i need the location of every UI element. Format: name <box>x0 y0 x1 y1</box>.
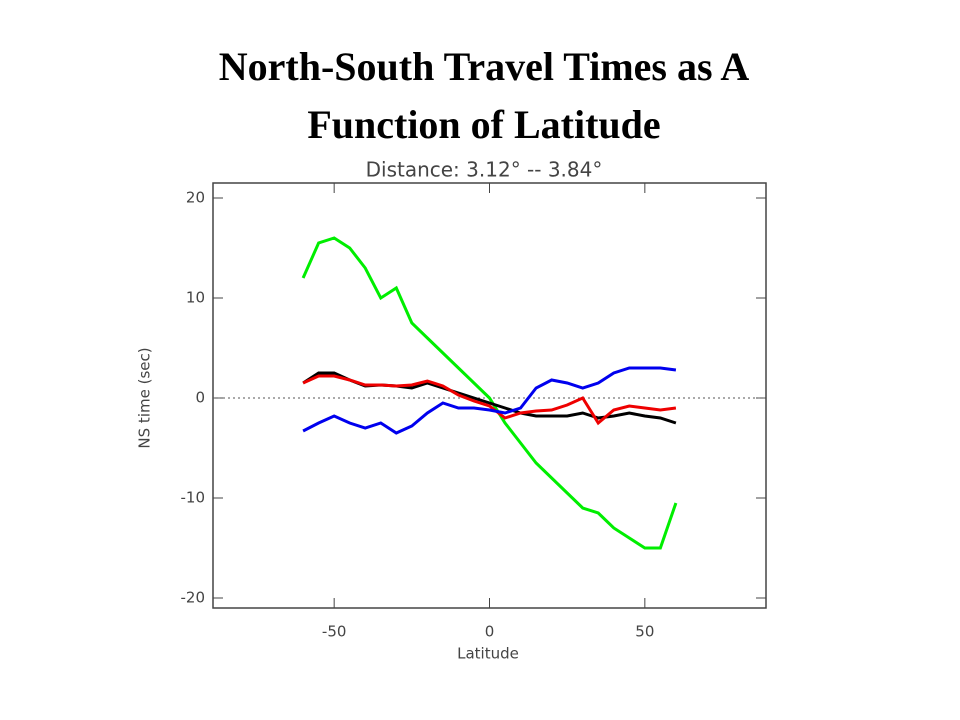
slide-title-line: Function of Latitude <box>307 102 660 147</box>
data-line <box>301 236 678 550</box>
x-tick-label: 0 <box>485 623 495 641</box>
y-tick-label: 20 <box>186 189 205 207</box>
x-tick-label: -50 <box>322 623 347 641</box>
chart-title: Distance: 3.12° -- 3.84° <box>366 158 603 182</box>
y-tick-label: 0 <box>195 389 205 407</box>
y-axis-label: NS time (sec) <box>136 347 154 448</box>
x-tick-label: 50 <box>635 623 654 641</box>
data-line <box>302 366 677 435</box>
slide-title-line: North-South Travel Times as A <box>219 44 750 89</box>
y-tick-label: 10 <box>186 289 205 307</box>
plot-frame <box>212 182 767 609</box>
y-tick-label: -10 <box>181 489 206 507</box>
x-axis-label: Latitude <box>457 645 519 663</box>
y-tick-label: -20 <box>181 589 206 607</box>
data-line <box>302 374 677 426</box>
